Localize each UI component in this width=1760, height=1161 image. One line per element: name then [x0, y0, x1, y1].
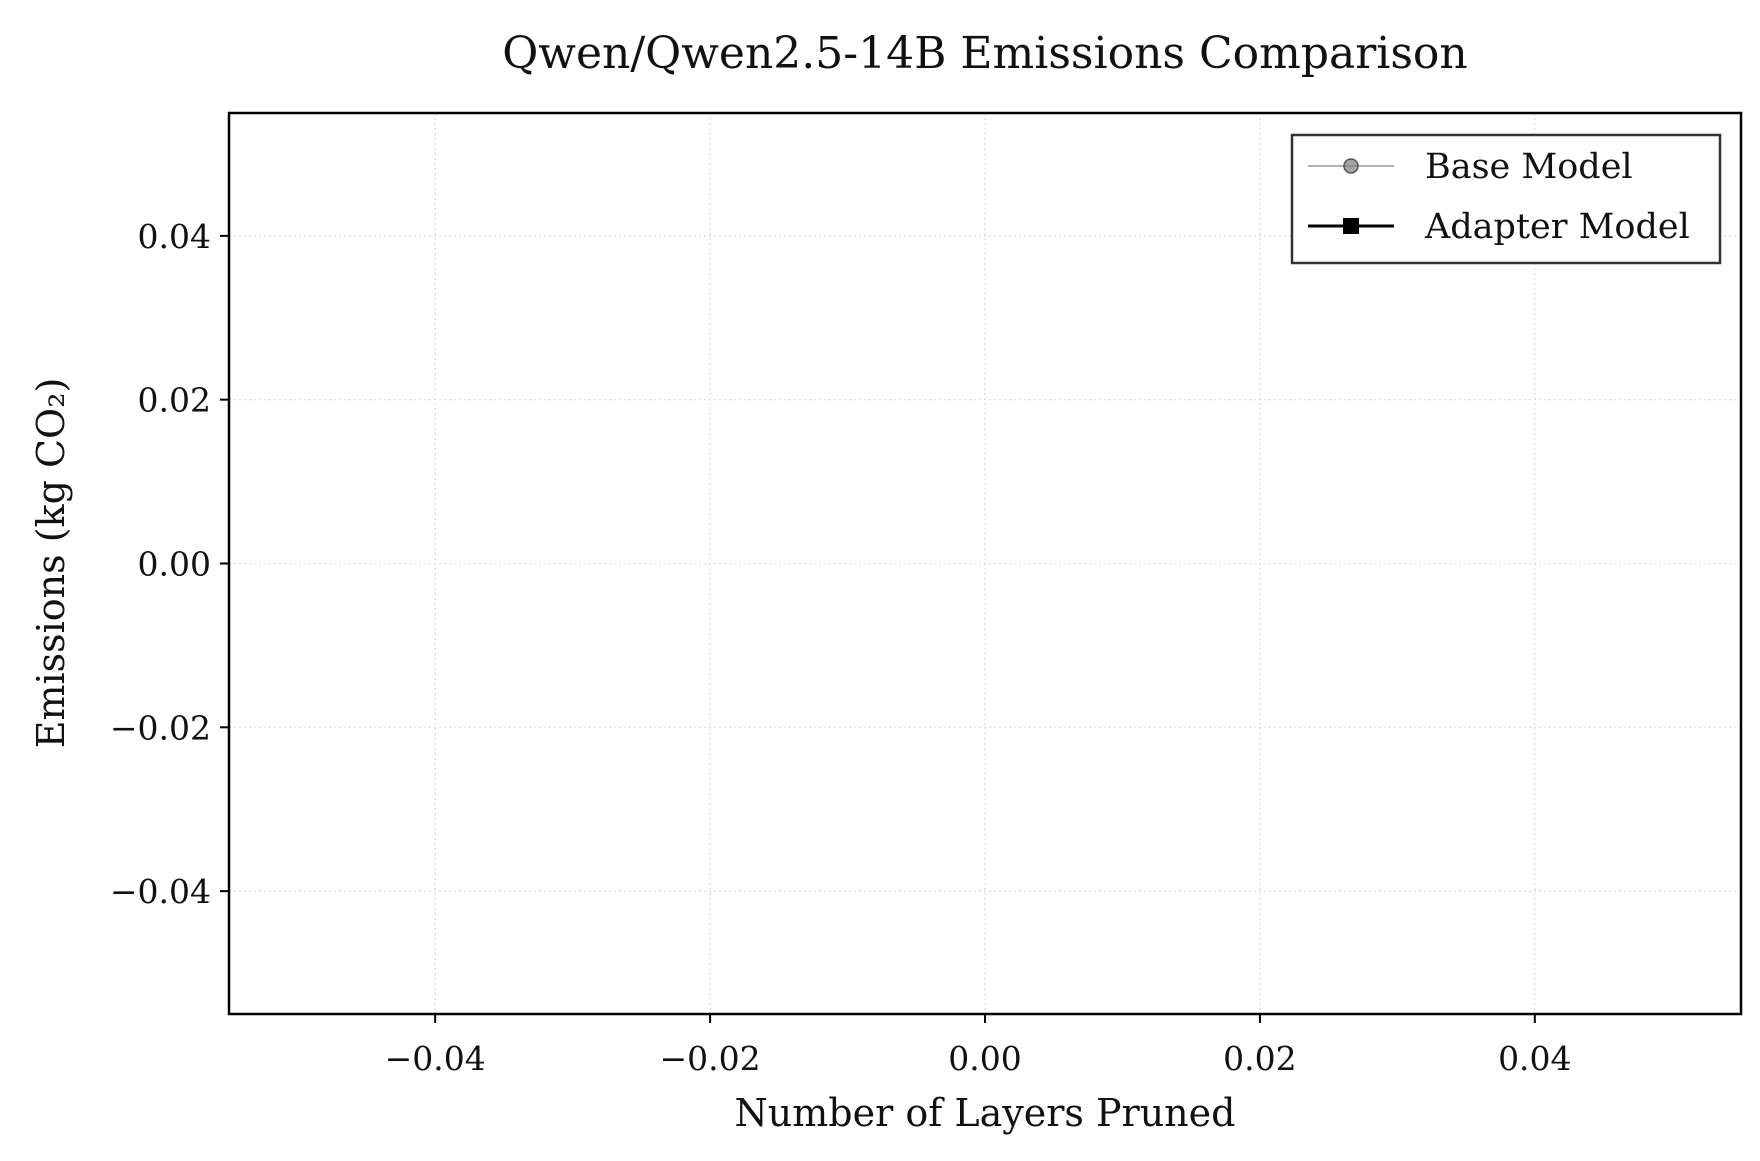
x-tick-label: 0.04 [1498, 1039, 1571, 1078]
legend-entry-base-model: Base Model [1308, 147, 1633, 187]
x-axis-label: Number of Layers Pruned [735, 1091, 1236, 1135]
legend-label-base-model: Base Model [1425, 147, 1633, 187]
x-tick-label: 0.00 [948, 1039, 1021, 1078]
chart-title: Qwen/Qwen2.5-14B Emissions Comparison [502, 28, 1468, 79]
y-tick-label: 0.02 [138, 381, 211, 420]
y-axis-label: Emissions (kg CO₂) [29, 378, 73, 749]
legend-marker-base-model [1343, 158, 1359, 174]
x-tick-label: −0.04 [385, 1039, 486, 1078]
x-tick-label: −0.02 [660, 1039, 761, 1078]
y-axis-ticks: −0.04 −0.02 0.00 0.02 0.04 [110, 217, 229, 911]
y-tick-label: 0.00 [138, 545, 211, 584]
x-axis-ticks: −0.04 −0.02 0.00 0.02 0.04 [385, 1014, 1572, 1078]
legend-entry-adapter-model: Adapter Model [1308, 207, 1690, 247]
legend-box [1290, 133, 1722, 265]
legend-marker-adapter-model [1343, 218, 1359, 234]
y-tick-label: −0.02 [110, 708, 211, 747]
y-tick-label: −0.04 [110, 872, 211, 911]
y-tick-label: 0.04 [138, 217, 211, 256]
x-tick-label: 0.02 [1223, 1039, 1296, 1078]
legend: Base Model Adapter Model [1290, 133, 1722, 265]
legend-label-adapter-model: Adapter Model [1424, 207, 1690, 247]
